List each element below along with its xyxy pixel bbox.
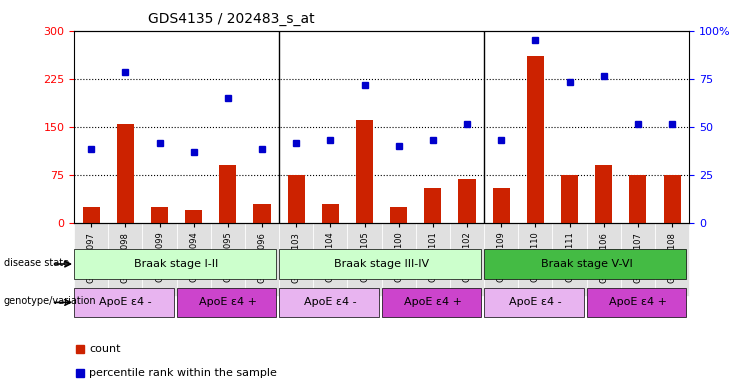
Text: ApoE ε4 +: ApoE ε4 +	[609, 297, 667, 308]
Text: ApoE ε4 +: ApoE ε4 +	[404, 297, 462, 308]
Text: ApoE ε4 -: ApoE ε4 -	[99, 297, 152, 308]
Bar	[142, 223, 176, 296]
Bar	[527, 56, 544, 223]
Text: Braak stage III-IV: Braak stage III-IV	[334, 259, 429, 269]
Bar	[219, 165, 236, 223]
Bar	[425, 187, 442, 223]
Bar	[518, 223, 553, 296]
Text: count: count	[90, 344, 121, 354]
Text: ApoE ε4 -: ApoE ε4 -	[509, 297, 562, 308]
Bar	[322, 204, 339, 223]
Bar	[185, 210, 202, 223]
Text: ApoE ε4 -: ApoE ε4 -	[304, 297, 356, 308]
Bar	[663, 175, 680, 223]
Bar	[288, 175, 305, 223]
FancyBboxPatch shape	[484, 249, 686, 279]
Text: GDS4135 / 202483_s_at: GDS4135 / 202483_s_at	[148, 12, 314, 25]
Bar	[587, 223, 621, 296]
Bar	[459, 179, 476, 223]
Bar	[83, 207, 100, 223]
Bar	[561, 175, 578, 223]
FancyBboxPatch shape	[74, 249, 276, 279]
Bar	[279, 223, 313, 296]
Bar	[151, 207, 168, 223]
Text: percentile rank within the sample: percentile rank within the sample	[90, 368, 277, 378]
Bar	[253, 204, 270, 223]
FancyBboxPatch shape	[382, 288, 481, 317]
Bar	[484, 223, 518, 296]
Bar	[74, 223, 108, 296]
FancyBboxPatch shape	[279, 288, 379, 317]
Bar	[493, 187, 510, 223]
Bar	[391, 207, 408, 223]
Bar	[416, 223, 450, 296]
FancyBboxPatch shape	[484, 288, 584, 317]
Bar	[117, 124, 134, 223]
FancyBboxPatch shape	[74, 288, 173, 317]
Bar	[356, 120, 373, 223]
Bar	[553, 223, 587, 296]
Text: Braak stage V-VI: Braak stage V-VI	[541, 259, 633, 269]
Text: disease state: disease state	[4, 258, 69, 268]
FancyBboxPatch shape	[587, 288, 686, 317]
Bar	[382, 223, 416, 296]
FancyBboxPatch shape	[279, 249, 481, 279]
Text: Braak stage I-II: Braak stage I-II	[134, 259, 219, 269]
Bar	[108, 223, 142, 296]
Bar	[450, 223, 484, 296]
Bar	[348, 223, 382, 296]
Bar	[245, 223, 279, 296]
Bar	[629, 175, 646, 223]
Bar	[655, 223, 689, 296]
Bar	[210, 223, 245, 296]
FancyBboxPatch shape	[176, 288, 276, 317]
Bar	[595, 165, 612, 223]
Bar	[313, 223, 348, 296]
Text: genotype/variation: genotype/variation	[4, 296, 96, 306]
Bar	[621, 223, 655, 296]
Text: ApoE ε4 +: ApoE ε4 +	[199, 297, 257, 308]
Bar	[176, 223, 210, 296]
